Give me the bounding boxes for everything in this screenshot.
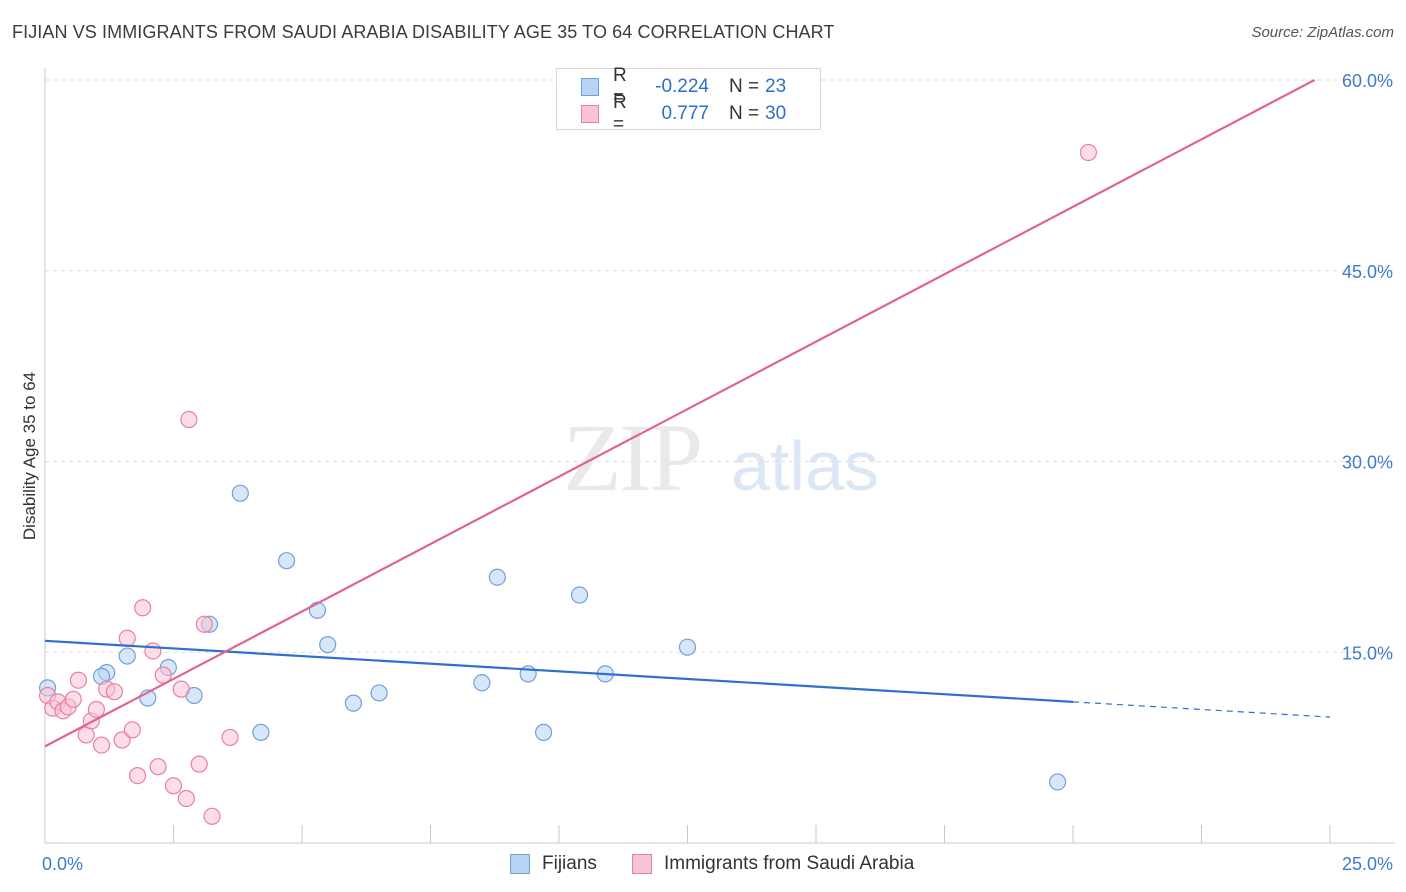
correlation-legend: R = -0.224 N = 23 R = 0.777 N = 30 (556, 65, 821, 135)
saudi-point (149, 758, 167, 776)
saudi-point (113, 731, 131, 749)
chart-title: FIJIAN VS IMMIGRANTS FROM SAUDI ARABIA D… (12, 22, 835, 42)
saudi-point (1079, 143, 1098, 162)
watermark: ZIP atlas (563, 404, 879, 511)
saudi-point (92, 736, 111, 754)
fijian-point (534, 723, 553, 741)
x-tick-label: 25.0% (1342, 854, 1393, 874)
y-tick-label: 60.0% (1342, 71, 1393, 91)
saudi-point (118, 629, 136, 647)
bottom-legend-swatch-saudi (632, 854, 652, 874)
legend-r-value: 0.777 (661, 103, 709, 124)
fijian-point (308, 601, 327, 619)
saudi-point (177, 789, 195, 808)
legend-r-label: R = (613, 92, 627, 135)
bottom-legend-label-saudi: Immigrants from Saudi Arabia (664, 853, 915, 874)
legend-n-value: 23 (765, 76, 787, 97)
fijian-point (319, 636, 337, 654)
legend-r-value: -0.224 (655, 76, 709, 97)
bottom-legend-label-fijians: Fijians (542, 853, 597, 874)
legend-swatch-saudi (581, 105, 599, 123)
legend-n-label: N = (729, 76, 760, 97)
fijian-point (344, 694, 362, 712)
saudi-point (190, 755, 208, 773)
saudi-trend-line (44, 79, 1316, 748)
fijian-point (570, 586, 589, 604)
bottom-legend-saudi: Immigrants from Saudi Arabia (632, 852, 914, 876)
axes (44, 68, 1395, 844)
saudi-point (134, 599, 152, 617)
saudi-point (87, 700, 106, 719)
tick-labels: 15.0% 30.0% 45.0% 60.0% 0.0% 25.0% (42, 71, 1393, 874)
saudi-point (64, 690, 82, 708)
fijian-point (118, 647, 136, 665)
saudi-point (128, 767, 147, 785)
y-tick-label: 30.0% (1342, 453, 1393, 473)
saudi-point (203, 807, 221, 825)
y-tick-label: 15.0% (1342, 643, 1393, 663)
saudi-point (164, 777, 183, 795)
y-tick-label: 45.0% (1342, 262, 1393, 282)
x-tick-label: 0.0% (42, 854, 83, 874)
saudi-point (195, 615, 213, 633)
fijian-trend-line (44, 639, 1074, 703)
saudi-point (221, 728, 239, 747)
legend-n-value: 30 (765, 103, 787, 124)
trend-lines (44, 79, 1331, 748)
watermark-atlas: atlas (731, 427, 879, 505)
fijian-point (370, 684, 388, 702)
legend-row-fijians: R = -0.224 N = 23 (581, 65, 787, 108)
legend-r-label: R = (613, 65, 627, 108)
fijian-trend-extension (1072, 701, 1331, 718)
fijian-point (252, 723, 270, 741)
fijian-point (488, 568, 506, 586)
fijian-point (277, 552, 296, 570)
saudi-point (123, 721, 141, 739)
fijian-point (678, 638, 697, 656)
fijian-point (473, 674, 491, 692)
saudi-point (180, 410, 198, 429)
saudi-point (144, 642, 162, 660)
saudi-point (172, 680, 190, 698)
legend-n-label: N = (729, 103, 760, 124)
gridlines (45, 79, 1395, 653)
source-label: Source: ZipAtlas.com (1251, 24, 1394, 41)
fijian-point (231, 484, 249, 502)
bottom-legend-swatch-fijians (510, 854, 530, 874)
saudi-point (69, 671, 88, 689)
legend-row-saudi: R = 0.777 N = 30 (581, 92, 787, 135)
bottom-legend-fijians: Fijians (510, 852, 597, 876)
watermark-zip: ZIP (563, 404, 701, 511)
saudi-point (105, 683, 123, 701)
fijian-point (1048, 773, 1067, 791)
legend-swatch-fijians (581, 78, 599, 96)
data-points (38, 143, 1098, 825)
